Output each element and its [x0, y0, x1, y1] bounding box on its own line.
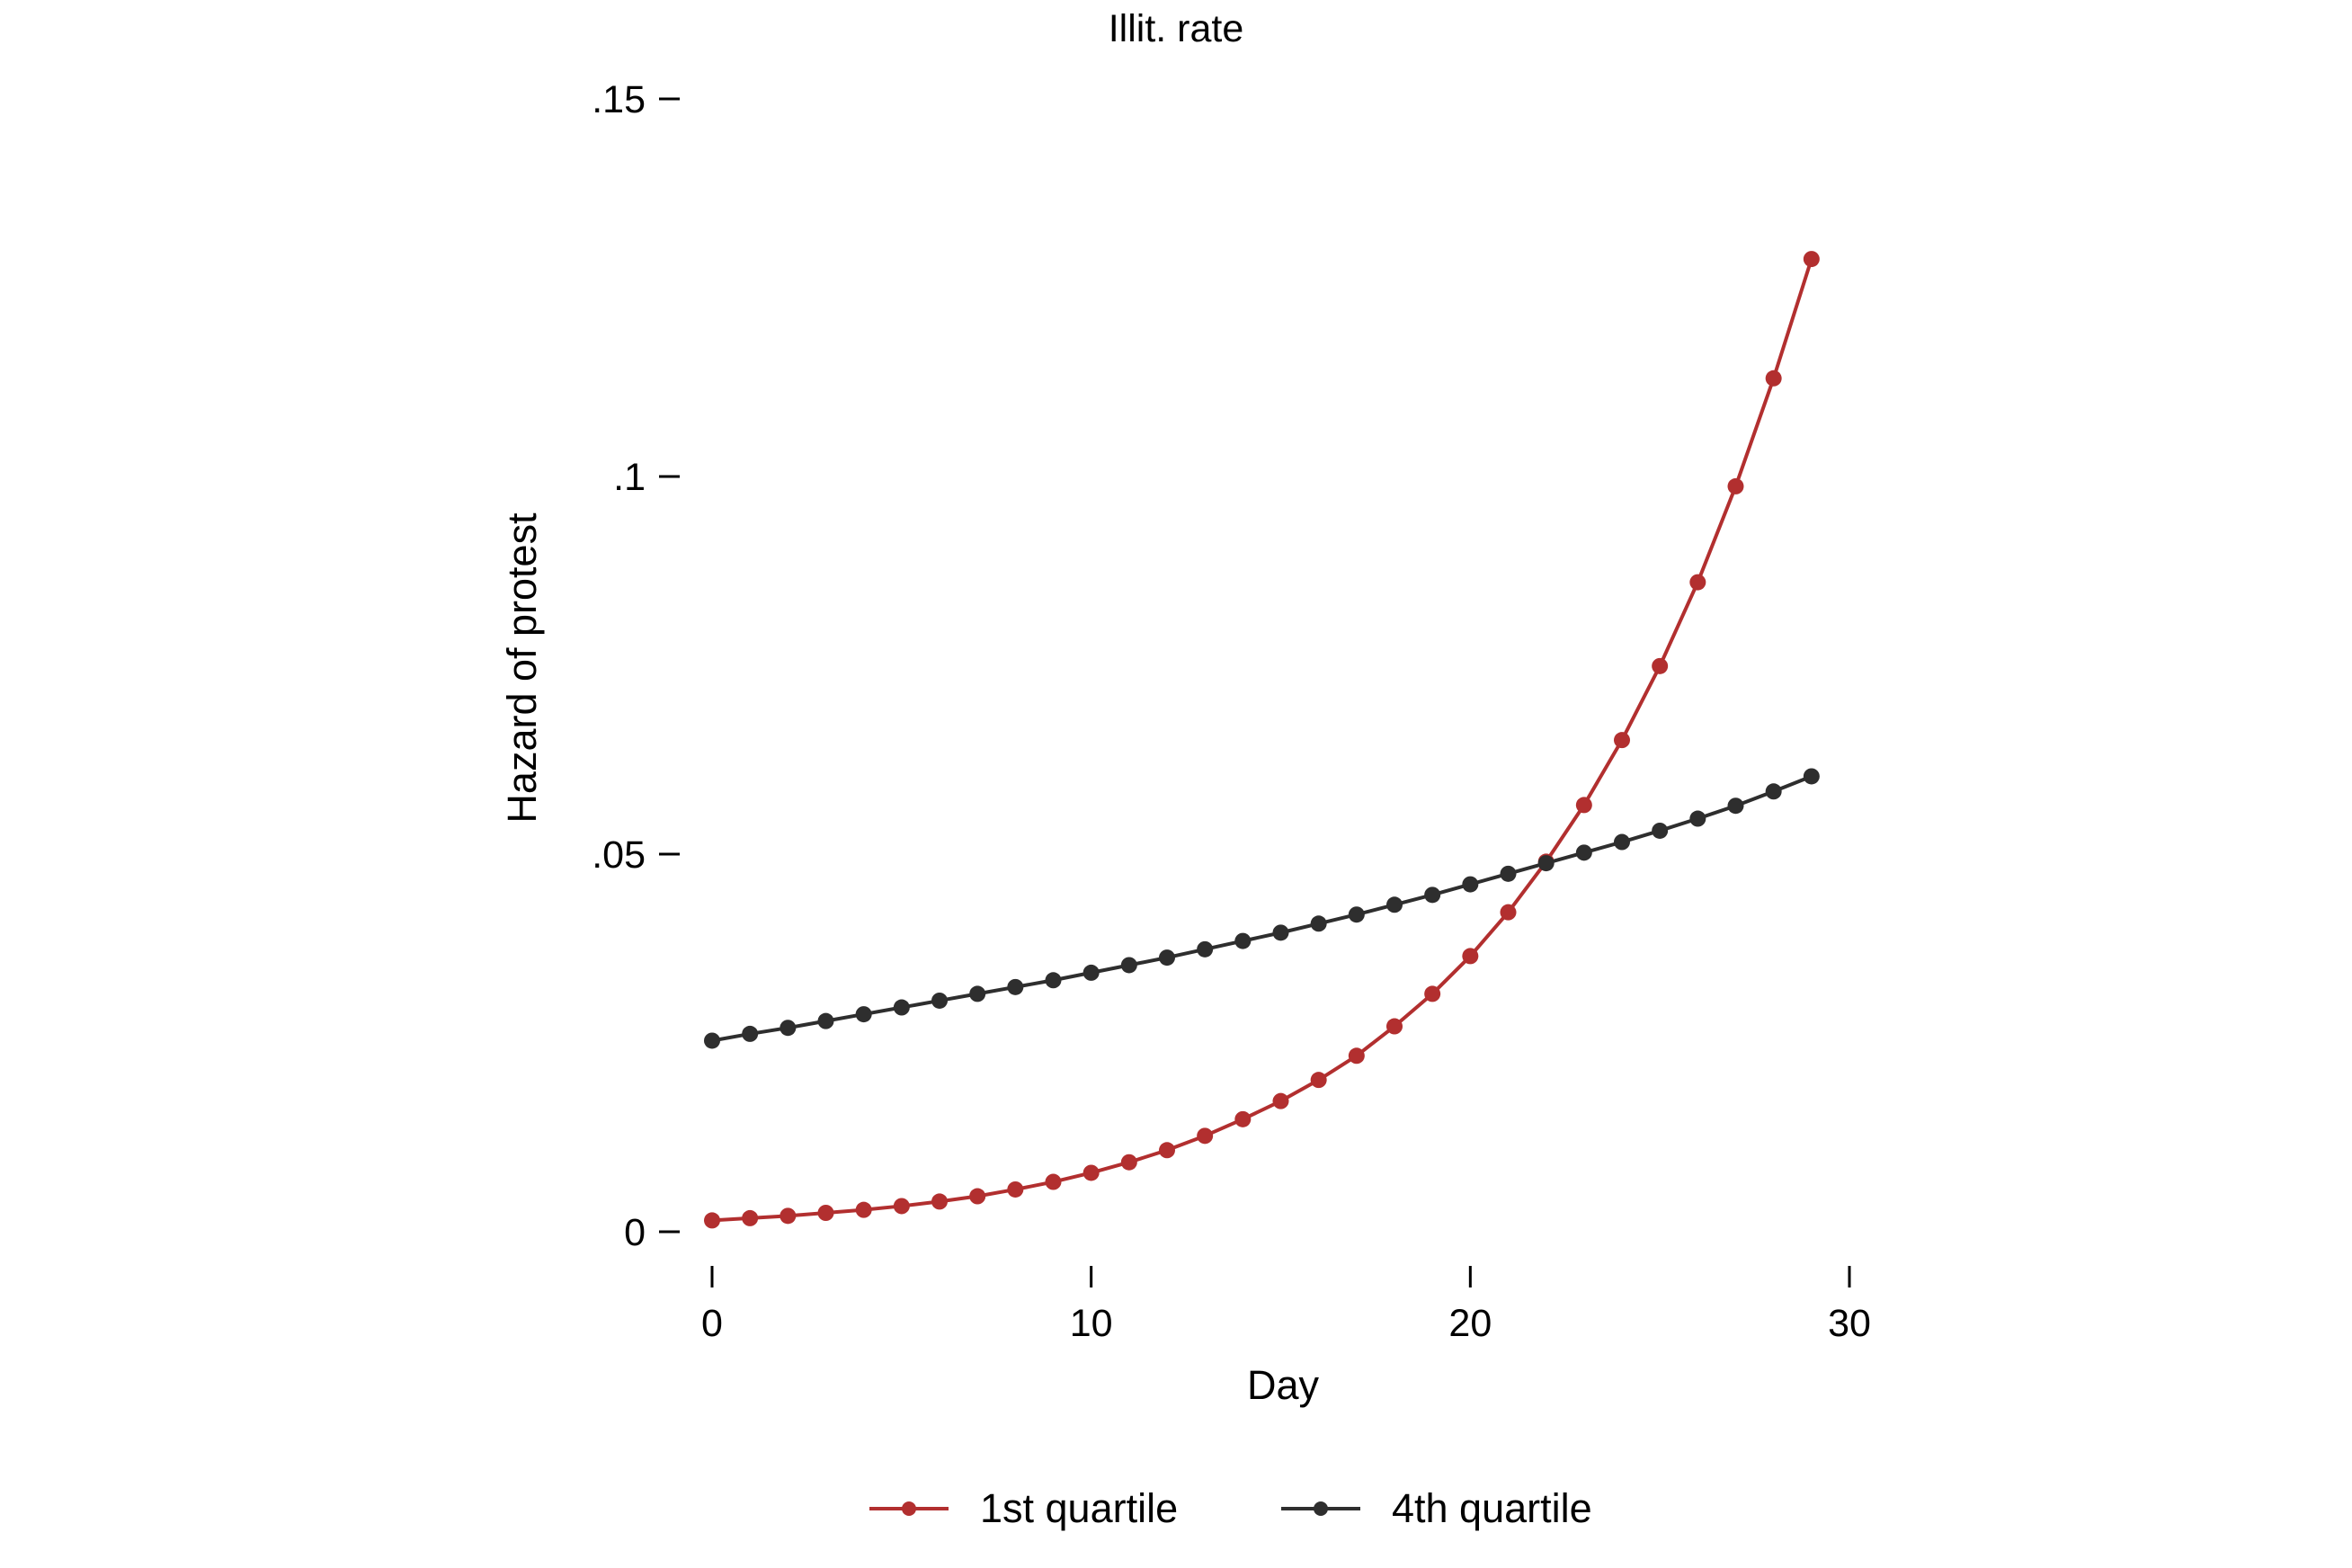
y-axis: 0 .05 .1 .15 — [592, 78, 680, 1254]
data-point — [1159, 1142, 1175, 1159]
data-point — [742, 1209, 759, 1226]
data-point — [1727, 797, 1744, 815]
data-point — [1310, 1072, 1327, 1089]
plot-series — [704, 251, 1820, 1229]
x-tick-label: 20 — [1448, 1302, 1492, 1345]
data-point — [1082, 964, 1100, 981]
data-point — [1120, 1154, 1137, 1171]
data-point — [1197, 940, 1214, 958]
data-point — [1689, 810, 1706, 827]
legend-swatch-marker — [1314, 1501, 1328, 1516]
data-point — [1272, 1092, 1289, 1109]
data-point — [969, 1188, 986, 1205]
y-axis-label: Hazard of protest — [499, 512, 545, 824]
data-point — [1159, 949, 1175, 967]
y-tick-label: .05 — [592, 833, 646, 877]
data-point — [817, 1205, 834, 1221]
data-point — [742, 1025, 759, 1042]
data-point — [1120, 957, 1137, 974]
y-tick-label: .15 — [592, 78, 646, 121]
data-point — [1386, 1018, 1403, 1035]
data-point — [1272, 924, 1289, 941]
data-point — [1803, 768, 1820, 785]
data-point — [1348, 906, 1365, 923]
data-point — [1386, 896, 1403, 913]
data-point — [1348, 1047, 1365, 1065]
data-point — [1310, 915, 1327, 932]
legend-label-1st-quartile: 1st quartile — [980, 1485, 1178, 1531]
series-1st-quartile — [704, 251, 1820, 1229]
data-point — [893, 999, 910, 1016]
data-point — [704, 1032, 720, 1049]
data-point — [969, 985, 986, 1002]
data-point — [1197, 1127, 1214, 1145]
data-point — [1575, 844, 1592, 861]
series-4th-quartile — [704, 768, 1820, 1049]
data-point — [1500, 865, 1517, 882]
data-point — [931, 1193, 948, 1210]
data-point — [780, 1020, 797, 1037]
legend-label-4th-quartile: 4th quartile — [1392, 1485, 1592, 1531]
series-line — [711, 258, 1813, 1223]
data-point — [1462, 876, 1479, 893]
x-axis-label: Day — [1247, 1362, 1320, 1408]
y-tick-label: .1 — [613, 456, 646, 499]
data-point — [1424, 886, 1441, 904]
data-point — [1537, 855, 1555, 872]
data-point — [1234, 1110, 1252, 1127]
data-point — [1765, 783, 1782, 800]
series-line — [711, 774, 1813, 1043]
legend-item-1st-quartile: 1st quartile — [869, 1485, 1178, 1531]
data-point — [1765, 370, 1782, 387]
data-point — [704, 1212, 720, 1229]
data-point — [1045, 1173, 1062, 1190]
data-point — [893, 1198, 910, 1215]
data-point — [1575, 797, 1592, 814]
legend-item-4th-quartile: 4th quartile — [1281, 1485, 1592, 1531]
data-point — [931, 992, 948, 1009]
data-point — [855, 1006, 872, 1023]
y-tick-label: 0 — [624, 1211, 646, 1254]
x-tick-label: 30 — [1828, 1302, 1871, 1345]
data-point — [1689, 574, 1706, 591]
data-point — [1045, 972, 1062, 989]
data-point — [1082, 1164, 1100, 1181]
x-tick-label: 0 — [701, 1302, 723, 1345]
data-point — [1462, 948, 1479, 965]
data-point — [1500, 904, 1517, 921]
legend-swatch-marker — [902, 1501, 916, 1516]
data-point — [1803, 251, 1820, 268]
data-point — [1727, 477, 1744, 494]
data-point — [817, 1012, 834, 1029]
data-point — [780, 1207, 797, 1225]
data-point — [1614, 732, 1630, 749]
x-axis: 0 10 20 30 — [701, 1266, 1871, 1345]
data-point — [1424, 985, 1441, 1002]
data-point — [855, 1201, 872, 1218]
data-point — [1614, 833, 1630, 851]
data-point — [1007, 1180, 1024, 1198]
chart-title: Illit. rate — [1109, 7, 1244, 50]
data-point — [1652, 657, 1669, 674]
data-point — [1652, 822, 1669, 839]
data-point — [1007, 978, 1024, 995]
legend: 1st quartile 4th quartile — [869, 1485, 1592, 1531]
data-point — [1234, 932, 1252, 949]
x-tick-label: 10 — [1070, 1302, 1113, 1345]
